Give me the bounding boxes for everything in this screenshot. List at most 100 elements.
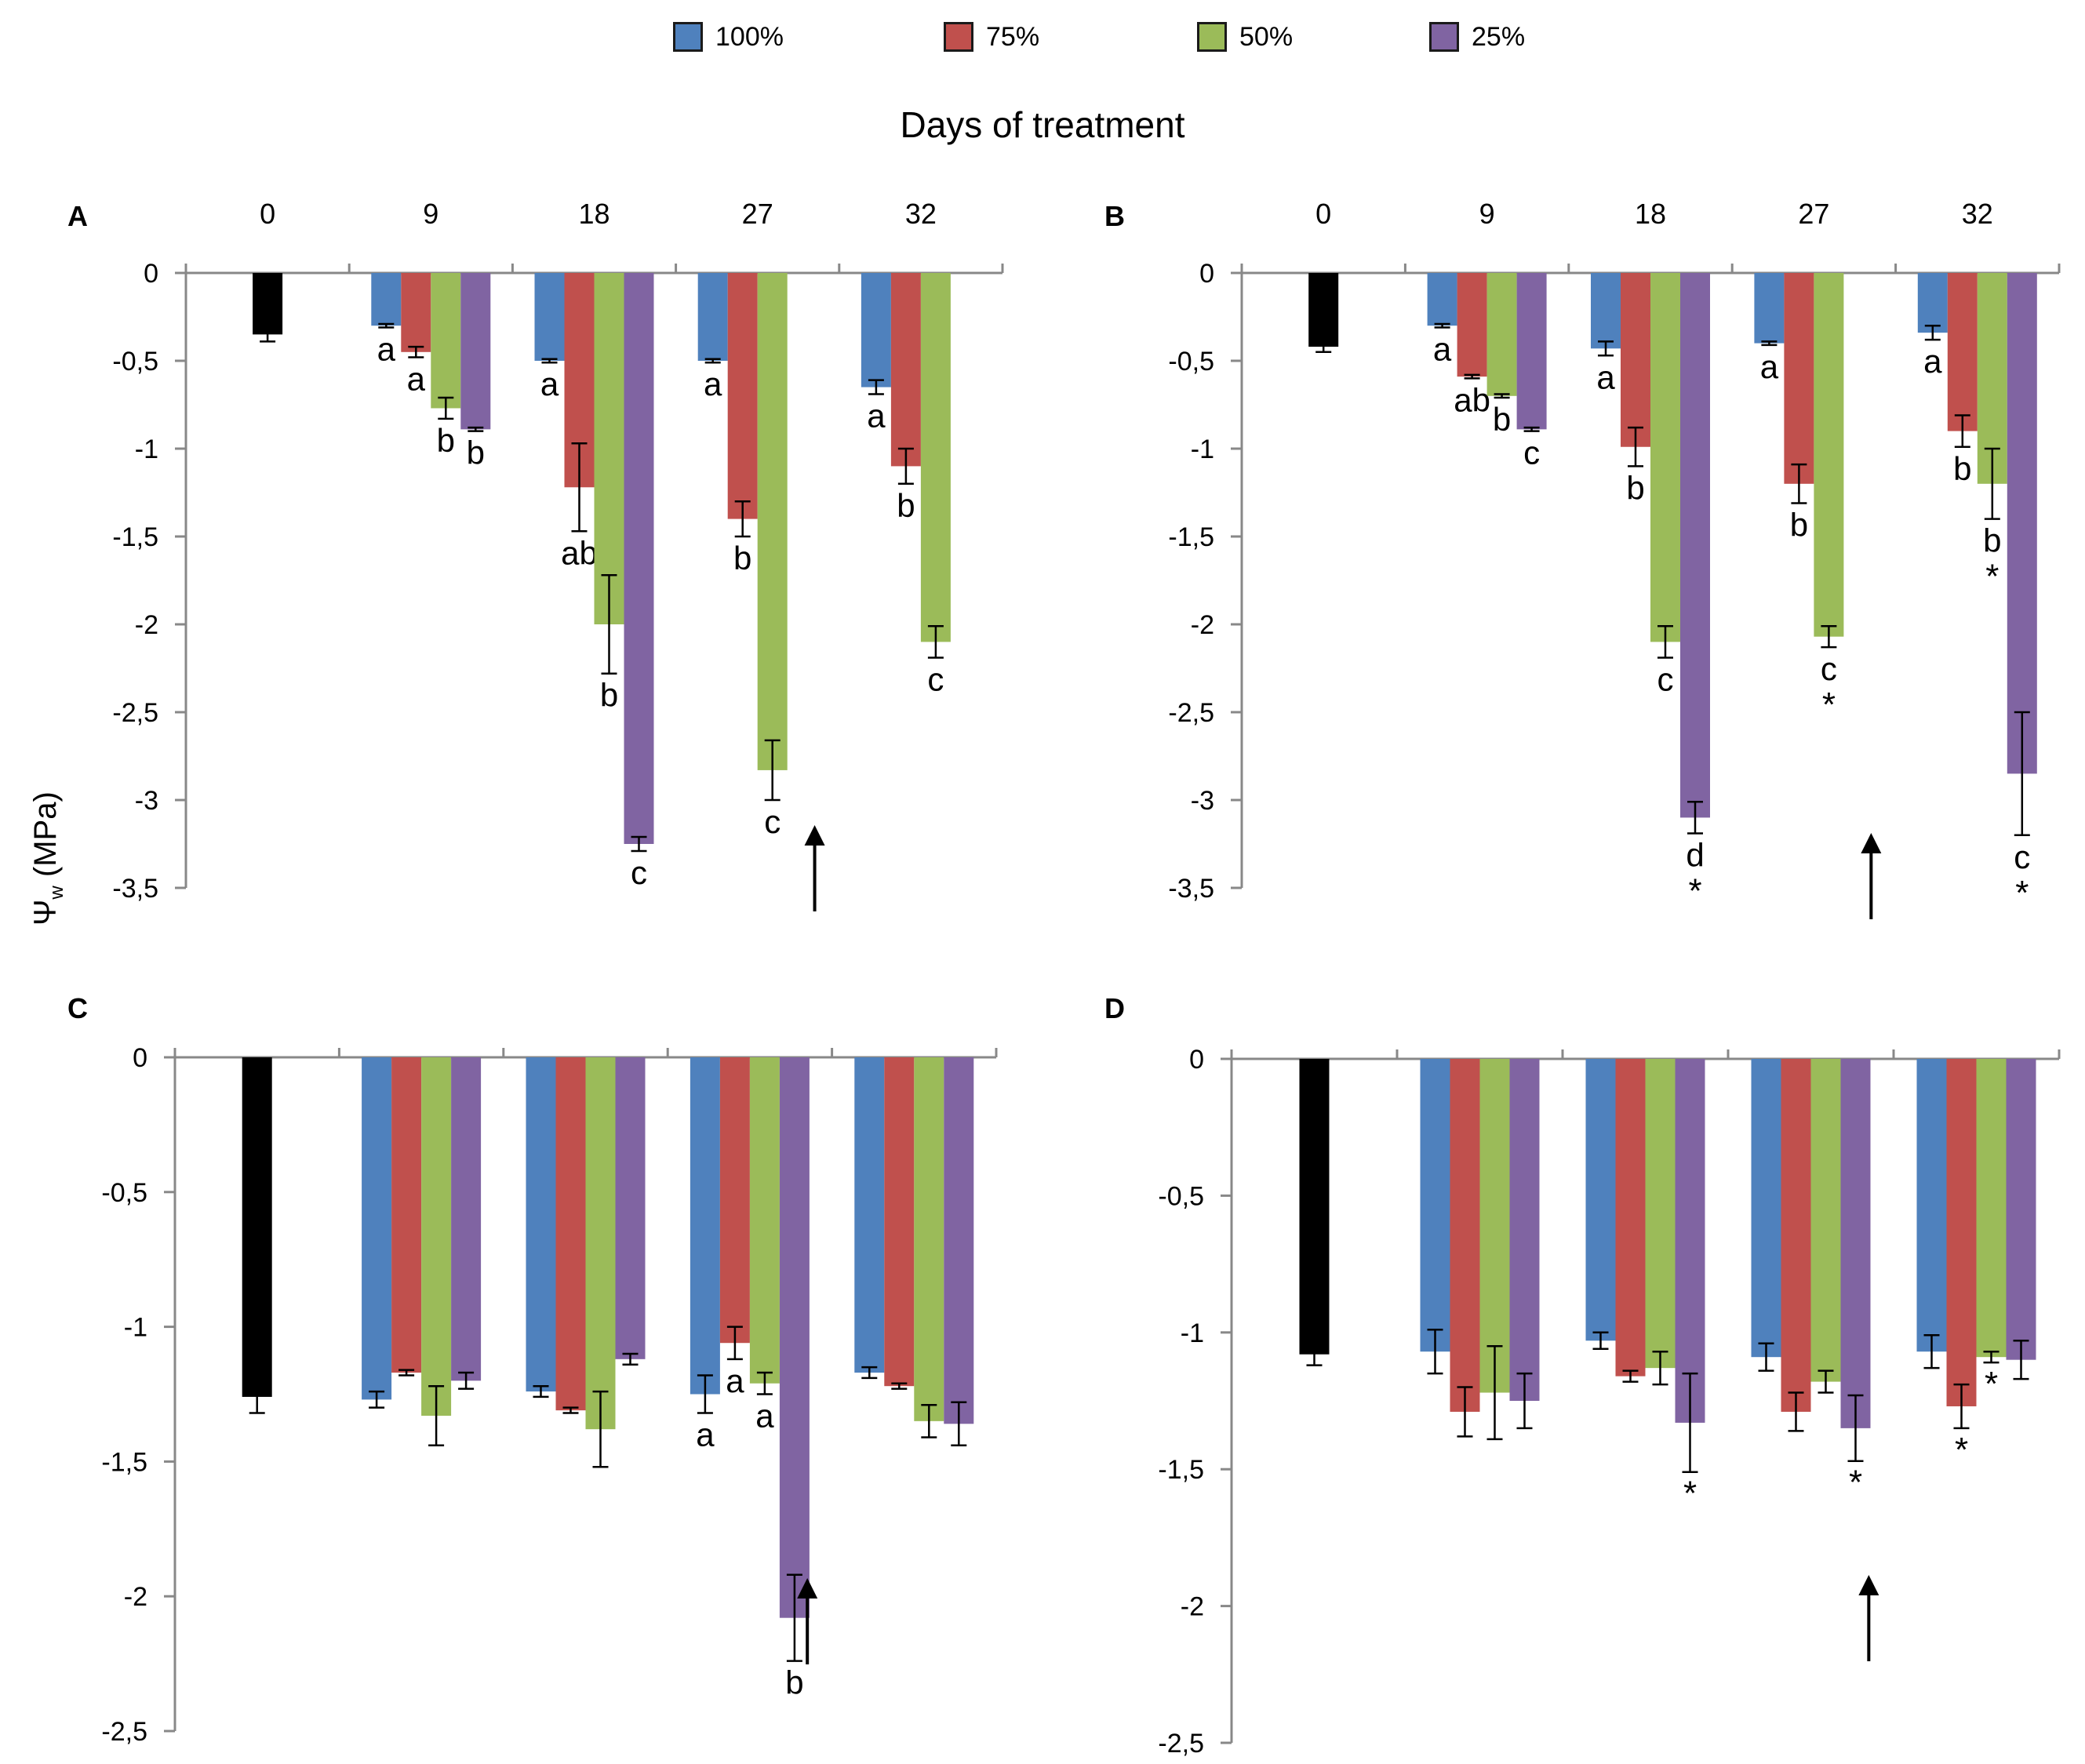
panel-a-bar-75-day9 xyxy=(401,273,431,352)
panel-b-bar-25-day32 xyxy=(2007,273,2037,774)
panel-a-bar-50-day32-sig-label: c xyxy=(927,661,944,698)
panel-d-bar-50-day32 xyxy=(1976,1059,2007,1358)
panel-c-y-tick-label: -2 xyxy=(124,1582,147,1612)
panel-a-bar-100-day27-sig-label: a xyxy=(704,366,722,402)
legend-swatch-25 xyxy=(1429,22,1459,52)
panel-d-bar-100-day27 xyxy=(1751,1059,1781,1358)
panel-d-bar-100-day32 xyxy=(1916,1059,1947,1352)
panel-d-bar-100-day9 xyxy=(1420,1059,1450,1352)
legend-label-75: 75% xyxy=(986,21,1040,52)
panel-d-arrow-head xyxy=(1858,1575,1879,1595)
panel-b-bar-50-day32-sig-label: * xyxy=(1985,558,1999,596)
panel-a-arrow-head xyxy=(804,825,825,846)
panel-c-y-tick-label: -2,5 xyxy=(101,1717,147,1747)
panel-b-bar-50-day18-sig-label: c xyxy=(1657,661,1674,698)
legend-label-25: 25% xyxy=(1472,21,1526,52)
panel-c-bar-25-day18 xyxy=(615,1057,646,1359)
panel-a-y-tick-label: -1 xyxy=(135,435,158,464)
panel-d-bar-75-day32-sig-label: * xyxy=(1955,1431,1968,1469)
panel-d-bar-25-day32 xyxy=(2006,1059,2036,1360)
panel-c-y-tick-label: -1,5 xyxy=(101,1447,147,1477)
panel-b-y-tick-label: -3,5 xyxy=(1168,874,1214,904)
panel-letter-b: B xyxy=(1104,200,1125,232)
panel-b-bar-25-day9-sig-label: c xyxy=(1523,435,1540,471)
panel-b-bar-50-day27-sig-label: * xyxy=(1822,686,1836,724)
panel-b-bar-25-day18-sig-label: * xyxy=(1688,872,1701,911)
panel-d-bar-25-day9 xyxy=(1509,1059,1540,1401)
panel-b-bar-25-day32-sig-label: c xyxy=(2014,838,2030,875)
panel-a-bar-75-day9-sig-label: a xyxy=(407,361,426,398)
panel-b-x-tick-label: 18 xyxy=(1635,198,1666,230)
panel-b-x-tick-label: 9 xyxy=(1479,198,1495,230)
panel-c-bar-75-day9 xyxy=(391,1057,422,1373)
panel-b-bar-100-day32-sig-label: a xyxy=(1923,343,1942,380)
panel-d-bar-75-day32 xyxy=(1946,1059,1977,1406)
panel-c-bar-100-day32 xyxy=(854,1057,885,1373)
panel-c-bar-control xyxy=(242,1057,272,1397)
legend-swatch-50 xyxy=(1197,22,1227,52)
panel-d-y-tick-label: -1,5 xyxy=(1158,1455,1204,1485)
panel-c-bar-25-day27 xyxy=(779,1057,810,1618)
panel-b-bar-75-day18-sig-label: b xyxy=(1626,469,1644,506)
panel-a-y-tick-label: -0,5 xyxy=(112,347,158,376)
panel-b-y-tick-label: -0,5 xyxy=(1168,347,1214,376)
panel-c-bar-75-day32 xyxy=(884,1057,915,1387)
legend-label-100: 100% xyxy=(715,21,784,52)
panel-c-arrow-head xyxy=(797,1578,818,1599)
panel-a-bar-50-day18 xyxy=(594,273,624,624)
panel-b-bar-50-day27-sig-label: c xyxy=(1821,650,1837,687)
panel-a-bar-100-day32-sig-label: a xyxy=(867,398,886,435)
panel-d-y-tick-label: 0 xyxy=(1189,1045,1204,1075)
panel-a-bar-100-day9 xyxy=(371,273,402,326)
panel-d-bar-75-day18 xyxy=(1615,1059,1646,1377)
panel-b-bar-75-day9 xyxy=(1457,273,1487,377)
panel-c-bar-75-day27-sig-label: a xyxy=(726,1362,744,1399)
panel-a-bar-50-day9 xyxy=(431,273,461,409)
panel-c-bar-25-day32 xyxy=(944,1057,974,1424)
legend-swatch-75 xyxy=(944,22,973,52)
panel-letter-a: A xyxy=(67,200,88,232)
panel-b-bar-25-day18-sig-label: d xyxy=(1686,837,1704,874)
panel-b-bar-100-day9-sig-label: a xyxy=(1433,330,1452,367)
panel-a-bar-50-day27 xyxy=(757,273,788,770)
panel-b-bar-50-day32-sig-label: b xyxy=(1983,522,2001,559)
panel-a-bar-50-day32 xyxy=(920,273,951,642)
panel-c-y-tick-label: -0,5 xyxy=(101,1178,147,1208)
panel-b-bar-75-day27 xyxy=(1784,273,1814,484)
panel-d-y-tick-label: -1 xyxy=(1181,1318,1204,1348)
panel-d-bar-25-day27-sig-label: * xyxy=(1849,1464,1862,1502)
panel-b-arrow-head xyxy=(1861,833,1882,853)
panel-a-bar-50-day18-sig-label: b xyxy=(600,677,618,714)
panel-b-bar-75-day27-sig-label: b xyxy=(1790,506,1808,543)
panel-b-bar-50-day9-sig-label: b xyxy=(1493,401,1511,438)
panel-b-y-tick-label: -1 xyxy=(1191,435,1214,464)
panel-b-bar-50-day9 xyxy=(1486,273,1517,396)
panel-b-y-tick-label: 0 xyxy=(1199,259,1214,289)
panel-b-bar-control xyxy=(1308,273,1339,347)
panel-a-bar-100-day18 xyxy=(534,273,565,361)
panel-c-bar-50-day32 xyxy=(914,1057,944,1421)
panel-a-x-tick-label: 18 xyxy=(578,198,609,230)
panel-b-x-tick-label: 32 xyxy=(1962,198,1993,230)
panel-c-bar-50-day27 xyxy=(749,1057,780,1384)
panel-a-y-tick-label: -3 xyxy=(135,786,158,816)
panel-b-y-tick-label: -3 xyxy=(1191,786,1214,816)
panel-b-bar-25-day18 xyxy=(1680,273,1710,818)
panel-d-bar-50-day27 xyxy=(1810,1059,1841,1382)
panel-a-bar-100-day18-sig-label: a xyxy=(540,366,559,402)
panel-letter-c: C xyxy=(67,992,88,1024)
panel-a-y-tick-label: 0 xyxy=(144,259,158,289)
panel-d-bar-control xyxy=(1299,1059,1330,1355)
panel-c-bar-25-day9 xyxy=(451,1057,482,1381)
panel-b-bar-100-day18-sig-label: a xyxy=(1596,358,1615,395)
panel-c-bar-100-day18 xyxy=(526,1057,556,1392)
panel-c-bar-50-day18 xyxy=(585,1057,616,1430)
panel-a-bar-100-day32 xyxy=(861,273,891,387)
panel-d-bar-50-day9 xyxy=(1479,1059,1510,1393)
panel-a-bar-75-day27-sig-label: b xyxy=(733,540,751,576)
panel-a-y-tick-label: -1,5 xyxy=(112,522,158,552)
